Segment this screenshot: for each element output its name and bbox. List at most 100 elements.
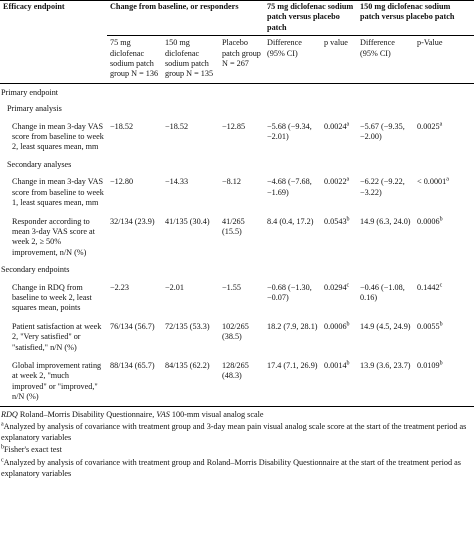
header-group: Efficacy endpoint xyxy=(0,0,107,36)
table-row: Patient satisfaction at week 2, "Very sa… xyxy=(0,317,474,356)
cell: 0.0006b xyxy=(414,212,474,262)
abbreviation-text: Roland–Morris Disability Questionnaire, xyxy=(19,409,155,419)
table-row: Change in RDQ from baseline to week 2, l… xyxy=(0,278,474,317)
cell-value: 0.0109 xyxy=(417,360,440,370)
cell: 84/135 (62.2) xyxy=(162,355,219,407)
cell: −18.52 xyxy=(110,121,134,131)
cell-value: 0.0543 xyxy=(324,216,347,226)
cell: −5.68 (−9.34, −2.01) xyxy=(267,121,312,142)
column-header: p-Value xyxy=(414,35,474,84)
footnote-marker: a xyxy=(446,176,449,183)
cell-value: 0.0294 xyxy=(324,282,347,292)
table-row: Change in mean 3-day VAS score from base… xyxy=(0,117,474,156)
table-row: Global improvement rating at week 2, "mu… xyxy=(0,355,474,407)
footnote-marker: b xyxy=(439,360,443,367)
cell: 76/134 (56.7) xyxy=(110,321,155,331)
subsection-label: Primary analysis xyxy=(7,104,62,114)
footnotes: RDQ Roland–Morris Disability Questionnai… xyxy=(0,407,474,480)
cell: 0.0014b xyxy=(321,355,358,407)
cell-value: 0.0025 xyxy=(417,121,440,131)
cell: −12.85 xyxy=(222,121,246,131)
cell: −18.52 xyxy=(165,121,189,131)
footnote: bFisher's exact test xyxy=(1,445,473,456)
footnote-marker: b xyxy=(1,444,4,451)
cell: 0.0294c xyxy=(321,278,357,317)
row-label: Change in mean 3-day VAS score from base… xyxy=(12,121,104,152)
row-label: Change in mean 3-day VAS score from base… xyxy=(12,177,104,208)
footnote-marker: b xyxy=(439,215,443,222)
cell: 0.0055b xyxy=(414,317,474,356)
cell: 0.0022a xyxy=(321,172,357,211)
table-row: Secondary endpoints xyxy=(0,261,474,277)
cell: 128/265 (48.3) xyxy=(219,355,265,407)
efficacy-table: Efficacy endpoint Change from baseline, … xyxy=(0,0,474,407)
table-row: Primary analysis xyxy=(0,100,474,116)
cell: 88/134 (65.7) xyxy=(107,355,162,407)
footnote-marker: c xyxy=(1,457,4,464)
column-header: 150 mg diclofenac sodium patch group N =… xyxy=(162,35,219,84)
section-label: Secondary endpoints xyxy=(1,265,70,275)
abbreviation-text: 100-mm visual analog scale xyxy=(171,409,264,419)
cell: −0.68 (−1.30, −0.07) xyxy=(267,282,312,302)
cell-value: 0.0014 xyxy=(324,360,347,370)
cell: −0.46 (−1.08, 0.16) xyxy=(360,282,405,302)
row-label: Global improvement rating at week 2, "mu… xyxy=(0,355,107,407)
cell-value: 0.0006 xyxy=(324,321,347,331)
cell: 0.0025a xyxy=(414,117,474,156)
footnote-marker: a xyxy=(346,120,350,127)
footnote-text: Fisher's exact test xyxy=(4,445,62,455)
table-row: Change in mean 3-day VAS score from base… xyxy=(0,172,474,211)
cell-value: 0.1442 xyxy=(417,282,440,292)
section-label: Primary endpoint xyxy=(1,87,59,97)
footnote-marker: b xyxy=(346,321,350,328)
row-label: Responder according to mean 3-day VAS sc… xyxy=(12,216,95,257)
cell: 0.0006b xyxy=(321,317,357,356)
cell: −8.12 xyxy=(222,177,241,187)
cell: −5.67 (−9.35, −2.00) xyxy=(360,121,405,142)
cell: −2.01 xyxy=(165,282,184,292)
header-spacer xyxy=(0,35,107,84)
cell-value: 0.0006 xyxy=(417,216,440,226)
header-group: 150 mg diclofenac sodium patch versus pl… xyxy=(357,0,474,37)
footnote-marker: b xyxy=(439,321,443,328)
cell: 72/135 (53.3) xyxy=(165,321,210,331)
cell: 8.4 (0.4, 17.2) xyxy=(267,216,314,226)
cell: 13.9 (3.6, 23.7) xyxy=(357,355,415,407)
footnote-text: Analyzed by analysis of covariance with … xyxy=(1,457,461,478)
cell: −6.22 (−9.22, −3.22) xyxy=(360,177,405,197)
footnote-marker: b xyxy=(346,360,350,367)
cell: −14.33 xyxy=(165,177,189,187)
footnote: cAnalyzed by analysis of covariance with… xyxy=(1,457,473,479)
row-label: Change in RDQ from baseline to week 2, l… xyxy=(12,282,92,313)
abbreviations: RDQ Roland–Morris Disability Questionnai… xyxy=(1,410,473,421)
cell: 102/265 (38.5) xyxy=(222,321,249,342)
footnote: aAnalyzed by analysis of covariance with… xyxy=(1,421,473,443)
column-header: p value xyxy=(321,35,358,84)
footnote-marker: b xyxy=(346,215,350,222)
footnote-marker: a xyxy=(439,120,443,127)
cell-value: 0.0055 xyxy=(417,321,440,331)
cell: 32/134 (23.9) xyxy=(110,216,155,226)
cell: −1.55 xyxy=(222,282,241,292)
abbreviation: RDQ xyxy=(1,409,18,419)
cell-value: 0.0024 xyxy=(324,121,347,131)
cell: < 0.0001a xyxy=(414,172,474,211)
column-header: 75 mg diclofenac sodium patch group N = … xyxy=(107,35,162,84)
table-row: Primary endpoint xyxy=(0,83,474,100)
column-header: Difference (95% CI) xyxy=(264,35,322,84)
abbreviation: VAS xyxy=(156,409,170,419)
header-group: Change from baseline, or responders xyxy=(107,0,265,37)
footnote-marker: a xyxy=(346,176,350,183)
cell-value: < 0.0001 xyxy=(417,177,447,187)
cell: 17.4 (7.1, 26.9) xyxy=(264,355,322,407)
cell: 0.1442c xyxy=(414,278,474,317)
footnote-text: Analyzed by analysis of covariance with … xyxy=(1,422,467,442)
column-header: Difference (95% CI) xyxy=(357,35,415,84)
cell: −2.23 xyxy=(110,282,129,292)
cell: 14.9 (6.3, 24.0) xyxy=(360,216,411,226)
cell: 14.9 (4.5, 24.9) xyxy=(360,321,411,331)
footnote-marker: c xyxy=(346,281,350,288)
footnote-marker: a xyxy=(1,421,4,428)
cell: 41/265 (15.5) xyxy=(222,216,245,236)
